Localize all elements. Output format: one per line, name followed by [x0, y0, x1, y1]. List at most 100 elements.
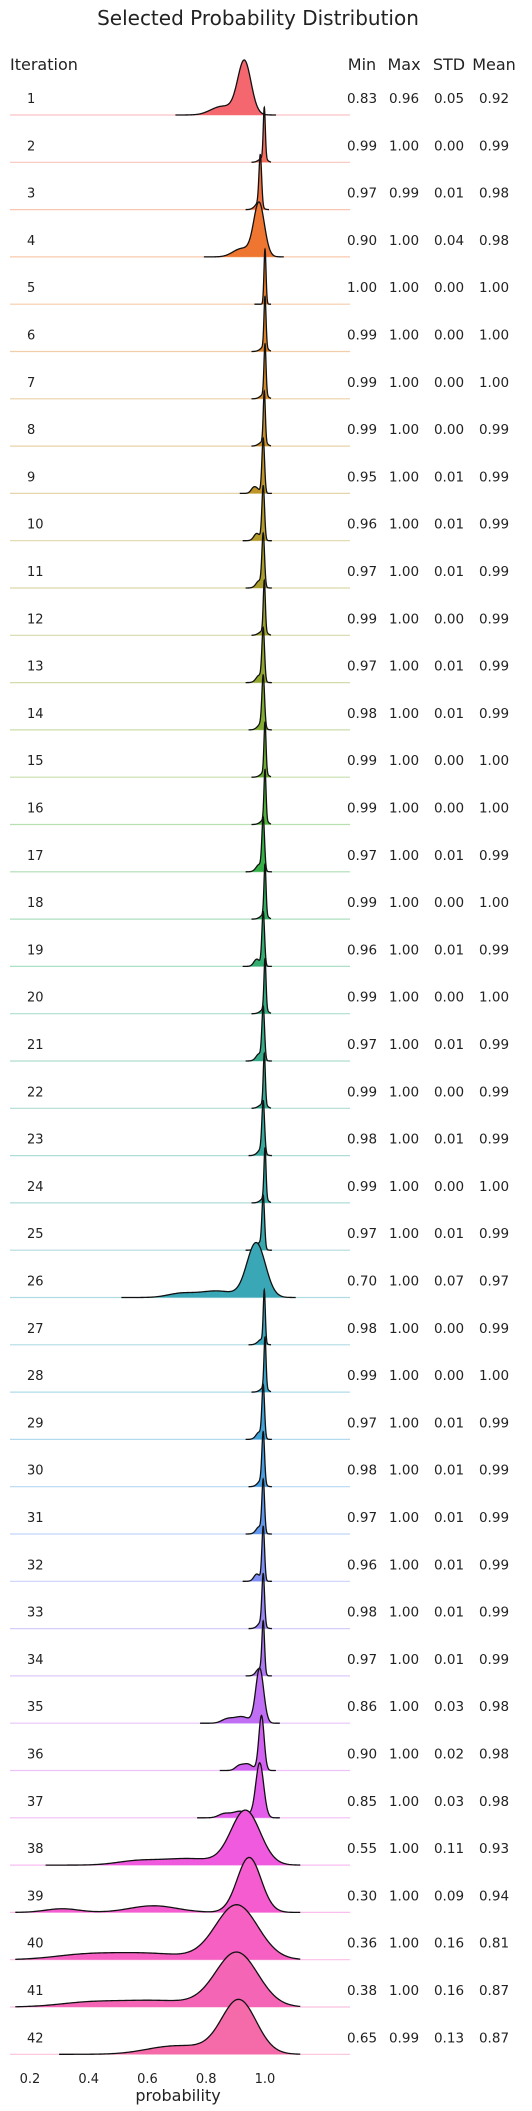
stat-min-8: 0.99: [347, 422, 377, 438]
stat-min-29: 0.97: [347, 1415, 377, 1431]
ridge-row-1: 1 0.83 0.96 0.05 0.92: [10, 59, 509, 116]
row-label-29: 29: [27, 1416, 44, 1431]
row-label-9: 9: [27, 470, 35, 485]
stat-std-10: 0.01: [434, 517, 464, 533]
stat-min-38: 0.55: [347, 1841, 377, 1857]
row-label-35: 35: [27, 1700, 44, 1715]
stat-std-41: 0.16: [434, 1983, 464, 1999]
row-label-28: 28: [27, 1369, 44, 1384]
stat-max-35: 1.00: [389, 1699, 419, 1715]
ridge-row-10: 10 0.96 1.00 0.01 0.99: [10, 484, 509, 542]
ridge-row-28: 28 0.99 1.00 0.00 1.00: [10, 1336, 509, 1393]
density-outline-14: [248, 673, 272, 731]
stat-std-30: 0.01: [434, 1463, 464, 1479]
density-outline-38: [45, 1809, 301, 1866]
density-outline-32: [242, 1525, 272, 1582]
stat-min-12: 0.99: [347, 611, 377, 627]
stat-max-36: 1.00: [389, 1747, 419, 1763]
stat-min-7: 0.99: [347, 375, 377, 391]
stat-max-42: 0.99: [389, 2030, 419, 2046]
header-min: Min: [348, 55, 376, 74]
x-tick-label: 0.6: [137, 2072, 158, 2087]
stat-mean-4: 0.98: [479, 233, 509, 249]
ridge-row-13: 13 0.97 1.00 0.01 0.99: [10, 625, 509, 684]
ridge-row-5: 5 1.00 1.00 0.00 1.00: [10, 247, 509, 305]
x-tick-label: 0.4: [78, 2072, 99, 2087]
density-outline-11: [245, 531, 272, 589]
stat-max-1: 0.96: [389, 91, 419, 107]
stat-mean-13: 0.99: [479, 659, 509, 675]
density-outline-40: [15, 1904, 301, 1960]
stat-mean-9: 0.99: [479, 469, 509, 485]
stat-mean-15: 1.00: [479, 753, 509, 769]
stat-mean-14: 0.99: [479, 706, 509, 722]
row-label-20: 20: [27, 991, 44, 1006]
row-label-33: 33: [27, 1606, 44, 1621]
density-outline-3: [245, 153, 269, 211]
stat-max-20: 1.00: [389, 990, 419, 1006]
stat-max-12: 1.00: [389, 611, 419, 627]
stat-mean-11: 0.99: [479, 564, 509, 580]
density-outline-9: [239, 436, 272, 495]
stat-min-40: 0.36: [347, 1936, 377, 1952]
ridge-row-4: 4 0.90 1.00 0.04 0.98: [10, 201, 509, 258]
density-fill-10: [242, 485, 272, 541]
row-label-36: 36: [27, 1748, 44, 1763]
ridge-row-39: 39 0.30 1.00 0.09 0.94: [10, 1856, 509, 1914]
density-fill-42: [59, 1999, 301, 2055]
stat-std-1: 0.05: [434, 91, 464, 107]
ridge-row-40: 40 0.36 1.00 0.16 0.81: [10, 1904, 509, 1961]
stat-std-25: 0.01: [434, 1226, 464, 1242]
stat-std-20: 0.00: [434, 990, 464, 1006]
stat-min-2: 0.99: [347, 138, 377, 154]
stat-std-12: 0.00: [434, 611, 464, 627]
row-label-21: 21: [27, 1038, 44, 1053]
stat-std-4: 0.04: [434, 233, 464, 249]
ridge-row-3: 3 0.97 0.99 0.01 0.98: [10, 153, 509, 211]
x-tick-label: 0.2: [20, 2072, 41, 2087]
row-label-12: 12: [27, 612, 44, 627]
density-fill-24: [251, 1147, 272, 1203]
stat-std-34: 0.01: [434, 1652, 464, 1668]
stat-mean-30: 0.99: [479, 1463, 509, 1479]
stat-std-24: 0.00: [434, 1179, 464, 1195]
row-label-16: 16: [27, 802, 44, 817]
stat-min-14: 0.98: [347, 706, 377, 722]
density-fill-36: [219, 1715, 276, 1771]
ridge-row-22: 22 0.99 1.00 0.00 0.99: [10, 1051, 509, 1109]
stat-max-22: 1.00: [389, 1084, 419, 1100]
header-max: Max: [387, 55, 420, 74]
stat-min-30: 0.98: [347, 1463, 377, 1479]
stat-mean-5: 1.00: [479, 280, 509, 296]
stat-max-38: 1.00: [389, 1841, 419, 1857]
density-fill-20: [251, 958, 272, 1014]
row-label-14: 14: [27, 707, 44, 722]
density-fill-38: [45, 1810, 301, 1866]
row-label-4: 4: [27, 234, 35, 249]
row-label-7: 7: [27, 376, 35, 391]
stat-min-22: 0.99: [347, 1084, 377, 1100]
density-outline-16: [251, 768, 272, 826]
ridge-row-38: 38 0.55 1.00 0.11 0.93: [10, 1809, 509, 1866]
stat-std-38: 0.11: [434, 1841, 464, 1857]
stat-min-17: 0.97: [347, 848, 377, 864]
stat-min-9: 0.95: [347, 469, 377, 485]
stat-max-26: 1.00: [389, 1274, 419, 1290]
density-outline-18: [251, 863, 272, 920]
stat-min-4: 0.90: [347, 233, 377, 249]
density-outline-20: [251, 957, 272, 1015]
stat-max-2: 1.00: [389, 138, 419, 154]
stat-std-32: 0.01: [434, 1557, 464, 1573]
row-label-32: 32: [27, 1558, 44, 1573]
stat-std-39: 0.09: [434, 1888, 464, 1904]
density-outline-41: [15, 1951, 301, 2008]
ridge-row-25: 25 0.97 1.00 0.01 0.99: [10, 1193, 509, 1251]
density-outline-39: [15, 1856, 301, 1914]
stat-mean-28: 1.00: [479, 1368, 509, 1384]
stat-min-5: 1.00: [347, 280, 377, 296]
density-fill-37: [197, 1762, 280, 1818]
density-outline-17: [245, 815, 272, 873]
ridge-row-37: 37 0.85 1.00 0.03 0.98: [10, 1761, 509, 1819]
stat-std-8: 0.00: [434, 422, 464, 438]
ridge-row-29: 29 0.97 1.00 0.01 0.99: [10, 1382, 509, 1441]
